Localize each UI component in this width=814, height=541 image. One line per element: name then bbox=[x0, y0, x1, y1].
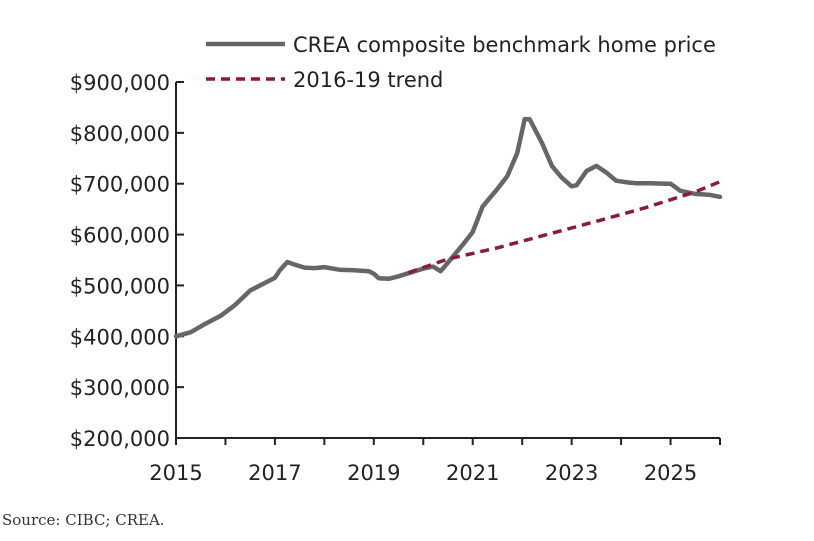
legend-label: CREA composite benchmark home price bbox=[293, 33, 716, 57]
y-tick-label: $500,000 bbox=[70, 274, 170, 298]
x-tick-label: 2023 bbox=[545, 461, 598, 485]
x-tick-label: 2021 bbox=[446, 461, 499, 485]
series-line-0 bbox=[173, 116, 723, 339]
source-note: Source: CIBC; CREA. bbox=[2, 511, 165, 529]
y-tick-label: $300,000 bbox=[70, 376, 170, 400]
legend: CREA composite benchmark home price 2016-… bbox=[206, 33, 716, 92]
series-line-1 bbox=[407, 180, 721, 275]
y-tick-label: $700,000 bbox=[70, 173, 170, 197]
x-tick-label: 2019 bbox=[347, 461, 400, 485]
line-chart: CREA composite benchmark home price 2016-… bbox=[70, 33, 723, 485]
y-axis: $200,000 $300,000 $400,000 $500,000 $600,000… bbox=[70, 71, 184, 451]
y-tick-label: $800,000 bbox=[70, 122, 170, 146]
x-tick-label: 2015 bbox=[149, 461, 202, 485]
plot-area bbox=[173, 116, 723, 339]
y-tick-label: $200,000 bbox=[70, 427, 170, 451]
y-tick-label: $600,000 bbox=[70, 224, 170, 248]
y-tick-label: $900,000 bbox=[70, 71, 170, 95]
legend-label: 2016-19 trend bbox=[293, 68, 443, 92]
x-axis: 2015 2017 2019 2021 2023 2025 bbox=[149, 437, 721, 485]
x-tick-label: 2017 bbox=[248, 461, 301, 485]
y-tick-label: $400,000 bbox=[70, 325, 170, 349]
x-tick-label: 2025 bbox=[644, 461, 697, 485]
